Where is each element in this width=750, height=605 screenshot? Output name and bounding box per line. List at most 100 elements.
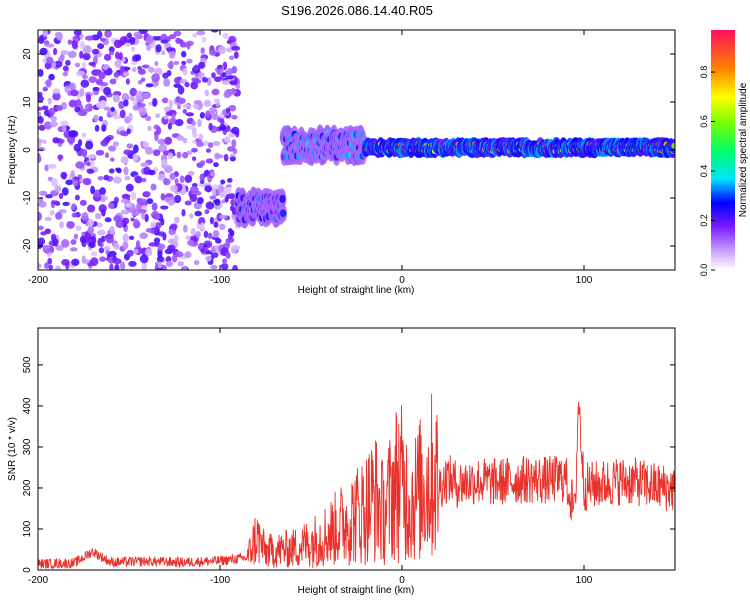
spectrogram-cell <box>213 230 219 238</box>
spectrogram-cell <box>165 111 173 116</box>
spectrogram-cell <box>87 154 97 159</box>
spectrogram-cell <box>184 251 192 259</box>
spectrogram-cell <box>227 178 233 183</box>
spectrogram-cell <box>129 87 138 97</box>
spectrogram-cell <box>188 213 194 219</box>
spectrogram-cell <box>165 260 173 267</box>
spectrogram-cell <box>73 143 81 152</box>
snr-frame <box>38 328 675 570</box>
spectrogram-cell <box>217 64 223 70</box>
spectrogram-cell <box>164 136 173 145</box>
spectrogram-cell <box>94 212 102 220</box>
spectrogram-cell <box>211 72 216 79</box>
spectrogram-cell <box>132 153 139 162</box>
spectrogram-cell <box>128 112 133 122</box>
spectrogram-cell <box>59 120 69 127</box>
spectrogram-cell <box>142 64 150 69</box>
spectrogram-cell <box>79 235 87 244</box>
spectrogram-cell <box>199 173 206 182</box>
spectrogram-cell <box>72 179 79 186</box>
spectrogram-cell <box>175 251 184 258</box>
colorbar-label: Normalized spectral amplitude <box>738 82 749 217</box>
spectrogram-cell <box>64 85 70 93</box>
spectrogram-cell <box>218 214 227 219</box>
spectrogram-cell <box>110 157 115 162</box>
spectrogram-cell <box>215 238 222 244</box>
spectrogram-cell <box>38 95 44 103</box>
spectrogram-cell <box>38 153 41 163</box>
spectrogram-cell <box>96 30 103 39</box>
spectrogram-cell <box>73 30 82 36</box>
spectrogram-cell <box>52 88 61 94</box>
spectrogram-cell <box>214 76 222 83</box>
spectrogram-cell <box>68 99 78 108</box>
spectrogram-cell <box>113 176 122 184</box>
spectrogram-cell <box>197 72 205 80</box>
spectrogram-cell <box>98 71 106 80</box>
spectrogram-cell <box>108 202 115 209</box>
spectrogram-cell <box>126 249 134 257</box>
spectrogram-cell <box>38 142 42 148</box>
spectrogram-cell <box>205 201 215 210</box>
spectrogram-cell <box>43 30 48 37</box>
spectrogram-cell <box>204 185 213 193</box>
spectrogram-cell <box>65 59 71 66</box>
spectrogram-cell <box>125 202 132 208</box>
spectrogram-cell <box>165 47 175 52</box>
snr-x-tick-label: -200 <box>28 575 48 586</box>
spectrogram-cell <box>145 83 154 88</box>
spectrogram-cell <box>182 266 188 270</box>
spectrogram-cell <box>47 163 57 169</box>
spectrogram-cell <box>141 177 147 183</box>
spectrogram-cell <box>160 218 165 226</box>
spectrogram-cell <box>174 194 182 204</box>
spectrogram-cell <box>200 47 205 54</box>
spectrogram-cell <box>133 144 139 154</box>
spectrogram-cell <box>220 179 226 185</box>
spectrogram-cell <box>169 172 176 180</box>
spectrogram-cell <box>139 232 148 240</box>
spectrogram-cell <box>92 86 100 91</box>
spectrogram-cell <box>201 77 209 83</box>
spectrogram-cell <box>168 99 173 108</box>
spectrogram-cell <box>145 227 154 233</box>
spectrogram-cell <box>120 65 125 75</box>
spectrogram-cell <box>144 146 154 155</box>
spectrogram-cell <box>58 154 63 162</box>
spectrogram-cell <box>88 61 96 66</box>
spectrogram-cell <box>229 80 238 86</box>
spectrogram-cell <box>121 217 130 225</box>
spectrogram-cell <box>113 242 120 250</box>
spectrogram-cell <box>171 113 176 119</box>
spectrogram-cell <box>123 166 129 176</box>
spectrogram-cell <box>221 80 230 86</box>
spectrogram-cell <box>103 246 111 251</box>
spectrogram-cell <box>82 45 92 54</box>
spectrogram-cell <box>123 99 129 107</box>
spectrogram-x-label: Height of straight line (km) <box>298 285 415 296</box>
spectrogram-cell <box>200 222 205 231</box>
spectrogram-cell <box>229 156 236 162</box>
snr-panel: -200 -100 0 100 0 100 200 300 400 500 Height of … <box>7 327 676 596</box>
spectrogram-cell <box>213 221 219 228</box>
spectrogram-cell <box>189 185 199 194</box>
spectrogram-cell <box>68 130 77 138</box>
spectrogram-cell <box>140 162 149 168</box>
spectrogram-cell <box>60 171 68 180</box>
spectrogram-cell <box>40 231 47 236</box>
spectrogram-cell <box>138 106 147 116</box>
spectrogram-cell <box>167 152 174 160</box>
spectrogram-cell <box>214 204 221 210</box>
spectrogram-cell <box>144 213 149 223</box>
spectrogram-cell <box>46 56 54 65</box>
spectrogram-cell <box>193 64 200 71</box>
spectrogram-cell <box>38 111 42 117</box>
spectrogram-cell <box>212 141 221 146</box>
snr-y-tick-label: 200 <box>22 479 33 496</box>
spectrogram-cell <box>220 118 225 126</box>
spectrogram-cell <box>222 258 228 264</box>
spectrogram-cell <box>86 161 91 167</box>
spectrogram-cell <box>205 110 211 119</box>
spectrogram-cell <box>160 193 166 201</box>
